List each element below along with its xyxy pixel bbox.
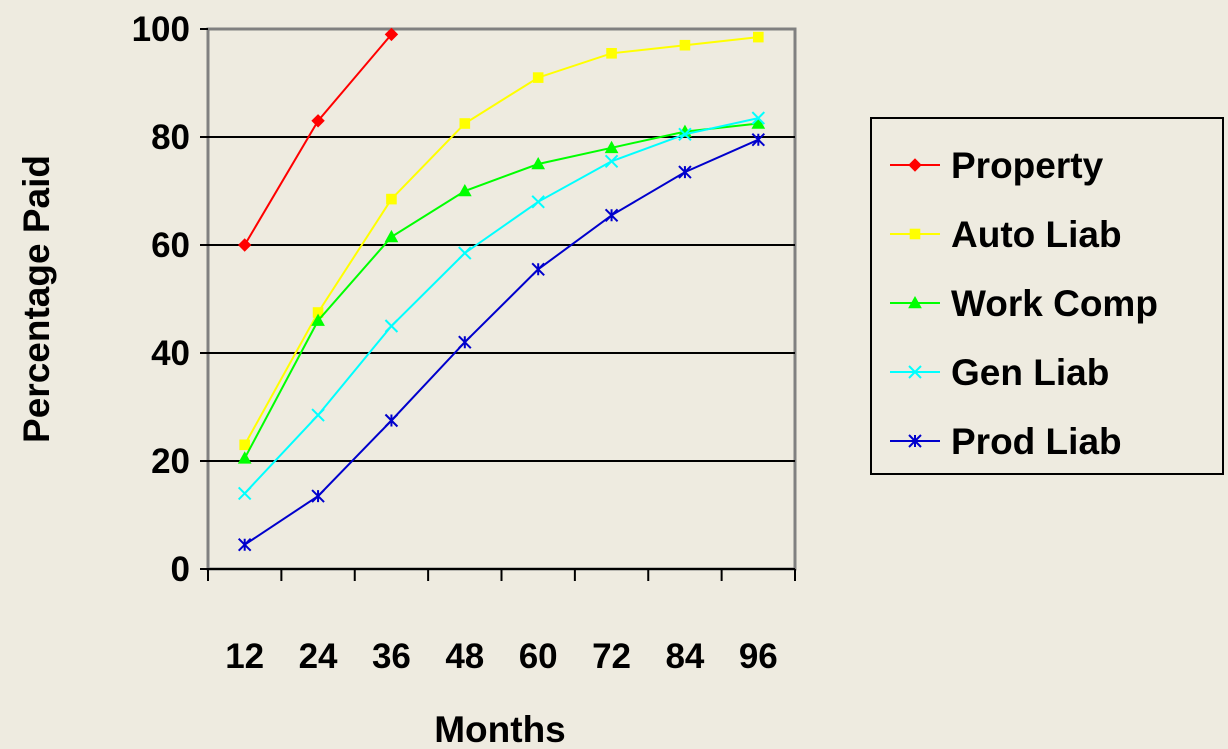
y-tick-label: 40 [151, 334, 190, 373]
y-tick-label: 80 [151, 118, 190, 157]
data-point [604, 154, 619, 169]
series-auto-liab [239, 31, 764, 451]
series-prod-liab [237, 132, 766, 552]
data-point [311, 408, 325, 422]
legend-item: Prod Liab [890, 421, 1122, 462]
data-point [237, 238, 252, 252]
x-tick-label: 84 [665, 637, 704, 676]
legend-label: Gen Liab [951, 352, 1109, 393]
legend-item: Auto Liab [890, 214, 1122, 255]
data-point [908, 434, 922, 448]
plot-area [206, 27, 797, 571]
data-point [237, 537, 252, 552]
legend-label: Property [951, 145, 1104, 186]
data-point [311, 114, 325, 128]
series-property [237, 27, 399, 252]
data-point [458, 246, 472, 260]
legend-label: Work Comp [951, 283, 1158, 324]
data-point [311, 489, 325, 503]
data-point [908, 295, 922, 309]
x-tick-label: 12 [225, 637, 264, 676]
data-point [606, 48, 617, 59]
legend-item: Work Comp [890, 283, 1158, 324]
data-point [531, 195, 545, 209]
data-point [908, 365, 922, 379]
series-line [243, 36, 759, 446]
data-point [237, 486, 252, 501]
legend-item: Gen Liab [890, 352, 1109, 393]
data-point [751, 111, 766, 125]
y-axis-title: Percentage Paid [16, 155, 57, 443]
data-point [604, 208, 619, 223]
y-tick-label: 100 [132, 10, 190, 49]
data-point [751, 132, 766, 147]
data-point [531, 262, 545, 277]
legend-label: Prod Liab [951, 421, 1122, 462]
data-point [384, 229, 399, 243]
data-point [237, 451, 252, 464]
data-point [751, 116, 766, 129]
data-point [678, 165, 692, 179]
legend-box [870, 117, 1224, 475]
x-tick-label: 24 [299, 637, 338, 676]
data-point [384, 413, 399, 428]
data-point [384, 319, 399, 333]
data-point [909, 228, 921, 240]
x-tick-label: 48 [445, 637, 484, 676]
x-tick-label: 72 [592, 637, 631, 676]
data-point [678, 127, 692, 142]
y-tick-label: 0 [171, 550, 190, 589]
x-tick-label: 36 [372, 637, 411, 676]
axes [200, 28, 796, 581]
x-axis-title: Months [434, 709, 566, 749]
data-point [311, 313, 325, 326]
data-point [386, 193, 397, 205]
data-point [908, 158, 922, 172]
data-point [604, 140, 619, 154]
x-tick-label: 96 [739, 637, 778, 676]
x-tick-label: 60 [519, 637, 558, 676]
y-tick-label: 60 [151, 226, 190, 265]
data-point [531, 156, 546, 170]
data-point [384, 27, 399, 42]
y-tick-label: 20 [151, 442, 190, 481]
data-point [457, 183, 472, 197]
series-line [243, 122, 759, 459]
data-point [532, 72, 544, 83]
series-work-comp [237, 116, 766, 464]
tick-labels: 0 20 40 60 80 100 12 24 36 48 60 72 84 96 [132, 10, 778, 676]
data-point [458, 335, 472, 349]
legend-item: Property [890, 145, 1104, 186]
legend-label: Auto Liab [951, 214, 1122, 255]
data-point [459, 118, 471, 129]
series-gen-liab [237, 111, 766, 501]
grid-lines [208, 136, 795, 462]
legend: Property Auto Liab Work Comp Gen Liab Prod L… [870, 117, 1224, 475]
series-line [243, 117, 759, 495]
series-lines [237, 27, 766, 552]
data-point [679, 39, 691, 51]
data-point [753, 31, 764, 43]
data-point [239, 439, 250, 451]
series-line [244, 138, 759, 546]
